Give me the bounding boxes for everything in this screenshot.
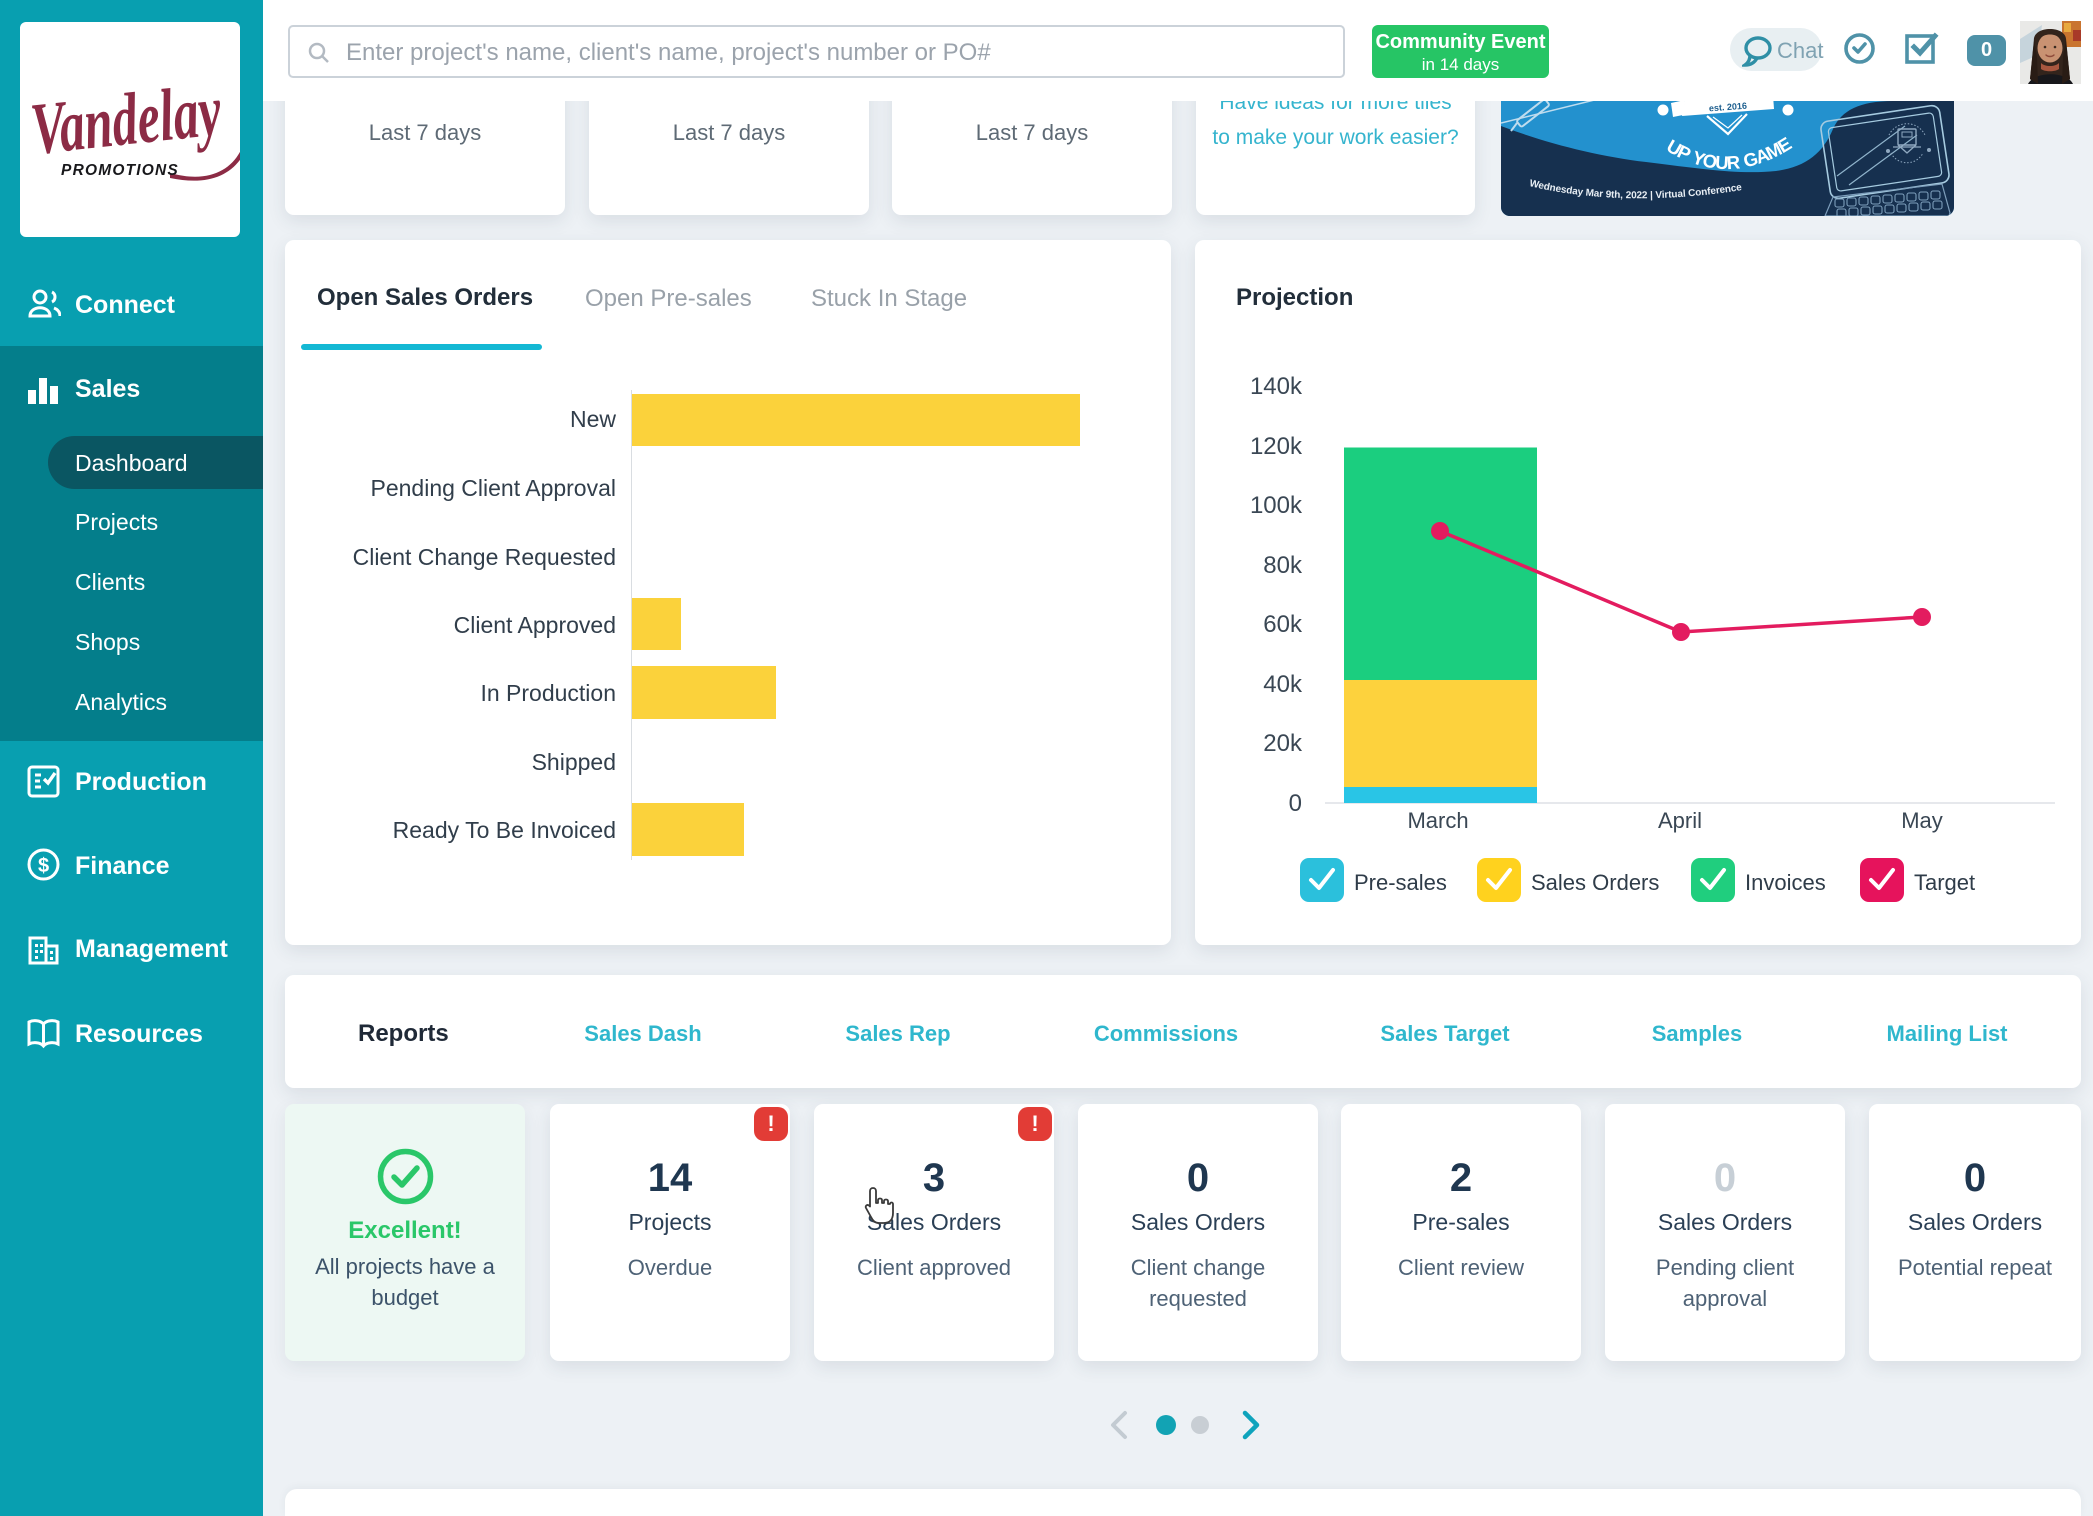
svg-text:40k: 40k	[1263, 671, 1303, 698]
svg-text:April: April	[1658, 808, 1702, 833]
svg-text:120k: 120k	[1250, 433, 1303, 460]
svg-text:60k: 60k	[1263, 611, 1303, 638]
svg-text:Invoices: Invoices	[1745, 870, 1826, 895]
svg-text:May: May	[1901, 808, 1943, 833]
svg-text:0: 0	[1289, 790, 1302, 817]
svg-text:est. 2016: est. 2016	[1709, 101, 1748, 113]
svg-text:Sales Orders: Sales Orders	[1531, 870, 1659, 895]
svg-text:$: $	[38, 855, 49, 877]
svg-text:80k: 80k	[1263, 552, 1303, 579]
svg-text:20k: 20k	[1263, 730, 1303, 757]
svg-text:100k: 100k	[1250, 492, 1303, 519]
svg-text:PROMOTIONS: PROMOTIONS	[61, 162, 179, 179]
svg-text:March: March	[1407, 808, 1468, 833]
svg-text:Vandelay: Vandelay	[27, 69, 225, 170]
svg-text:Pre-sales: Pre-sales	[1354, 870, 1447, 895]
svg-text:Target: Target	[1914, 870, 1975, 895]
svg-text:140k: 140k	[1250, 373, 1303, 400]
